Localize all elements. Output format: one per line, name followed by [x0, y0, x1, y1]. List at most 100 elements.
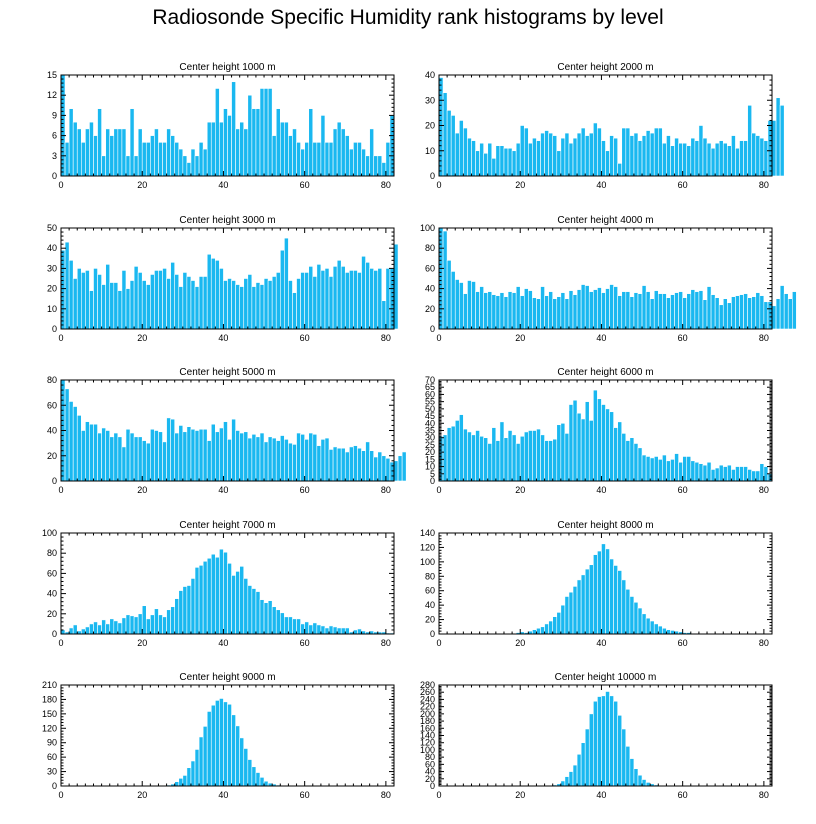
- histogram-bar: [706, 461, 712, 482]
- histogram-bar: [97, 108, 102, 177]
- histogram-bar: [93, 135, 98, 177]
- histogram-bar: [109, 436, 115, 482]
- histogram-bar: [267, 600, 273, 635]
- histogram-bar: [385, 142, 391, 177]
- histogram-bar: [300, 148, 305, 177]
- histogram-bar: [271, 135, 277, 177]
- histogram-bar: [751, 132, 757, 177]
- histogram-bar: [255, 108, 261, 177]
- histogram-bar: [718, 464, 724, 482]
- histogram-bar: [617, 163, 623, 177]
- histogram-bar: [649, 132, 655, 177]
- histogram-bar: [503, 437, 509, 482]
- histogram-bar: [320, 270, 326, 330]
- histogram-bar: [479, 286, 484, 330]
- histogram-bar: [178, 286, 184, 330]
- histogram-bar: [560, 292, 566, 330]
- y-tick-label: 55: [425, 397, 435, 407]
- histogram-bar: [491, 158, 497, 177]
- histogram-bar: [499, 421, 505, 482]
- histogram-bar: [662, 142, 667, 177]
- histogram-bar: [219, 698, 224, 787]
- histogram-bar: [597, 287, 602, 330]
- histogram-bar: [109, 135, 115, 177]
- histogram-bar: [694, 461, 700, 482]
- histogram-bar: [617, 714, 623, 787]
- histogram-bar: [292, 292, 297, 330]
- histogram-bar: [215, 431, 220, 482]
- y-tick-label: 120: [42, 723, 57, 733]
- histogram-bar: [625, 746, 631, 787]
- histogram-bar: [64, 388, 70, 482]
- x-tick-label: 0: [436, 638, 441, 648]
- histogram-bar: [231, 714, 236, 787]
- histogram-bar: [275, 272, 281, 330]
- histogram-bar: [593, 389, 598, 482]
- histogram-bar: [210, 553, 216, 635]
- y-tick-label: 12: [47, 90, 57, 100]
- histogram-bar: [93, 621, 98, 635]
- histogram-bar: [158, 431, 163, 482]
- histogram-bar: [678, 291, 683, 330]
- histogram-bar: [491, 427, 497, 482]
- histogram-bar: [397, 455, 403, 482]
- histogram-bar: [702, 299, 708, 330]
- x-tick-label: 60: [300, 790, 310, 800]
- histogram-bar: [532, 137, 537, 177]
- histogram-bar: [714, 142, 720, 177]
- histogram-bar: [528, 142, 533, 177]
- histogram-bar: [247, 274, 253, 330]
- histogram-bar: [552, 438, 558, 482]
- histogram-bar: [304, 272, 310, 330]
- histogram-bar: [560, 780, 566, 787]
- histogram-bar: [162, 616, 167, 635]
- x-tick-label: 0: [58, 485, 63, 495]
- histogram-bar: [467, 280, 472, 330]
- histogram-bar: [739, 466, 744, 482]
- histogram-bar: [617, 295, 623, 330]
- histogram-bar: [137, 272, 143, 330]
- histogram-bar: [267, 88, 273, 177]
- histogram-bar: [739, 294, 744, 330]
- histogram-bar: [694, 140, 700, 177]
- histogram-bar: [536, 627, 541, 635]
- histogram-bar: [166, 609, 171, 635]
- histogram-bar: [584, 285, 590, 330]
- histogram-bar: [657, 127, 663, 177]
- y-tick-label: 20: [47, 609, 57, 619]
- histogram-bar: [653, 290, 659, 330]
- histogram-bar: [450, 115, 456, 177]
- y-tick-label: 0: [52, 476, 57, 486]
- histogram-bar: [97, 432, 102, 482]
- histogram-bar: [597, 127, 602, 177]
- histogram-panel-6: Center height 6000 m0 20 40 60 8005101520253…: [425, 367, 773, 495]
- histogram-bar: [763, 301, 769, 330]
- histogram-panel-9: Center height 9000 m 0 20 40 60 80 0 30 60 90 120 1…: [42, 672, 395, 800]
- histogram-bar: [446, 110, 452, 177]
- histogram-bar: [588, 132, 594, 177]
- histogram-bar: [735, 295, 740, 330]
- histogram-bar: [544, 130, 549, 177]
- histogram-bar: [584, 401, 590, 482]
- histogram-bar: [507, 430, 513, 482]
- histogram-bar: [219, 268, 224, 330]
- histogram-bar: [227, 439, 232, 482]
- histogram-bar: [72, 624, 78, 635]
- y-tick-label: 20: [425, 447, 435, 457]
- histogram-bar: [653, 623, 659, 635]
- histogram-bar: [235, 725, 240, 787]
- histogram-panel-3: Center height 3000 m 0 20 40 60 80 0 10 20 30 40 50: [47, 215, 399, 343]
- histogram-bar: [483, 437, 489, 482]
- x-tick-label: 0: [436, 790, 441, 800]
- y-tick-label: 10: [425, 462, 435, 472]
- histogram-bar: [137, 128, 143, 177]
- histogram-bar: [125, 614, 131, 635]
- histogram-bar: [93, 423, 98, 482]
- x-tick-label: 80: [381, 180, 391, 190]
- histogram-bar: [182, 775, 188, 787]
- histogram-bar: [121, 617, 127, 635]
- histogram-bar: [85, 128, 90, 177]
- x-tick-label: 0: [58, 333, 63, 343]
- y-tick-label: 0: [430, 324, 435, 334]
- histogram-bar: [580, 742, 586, 787]
